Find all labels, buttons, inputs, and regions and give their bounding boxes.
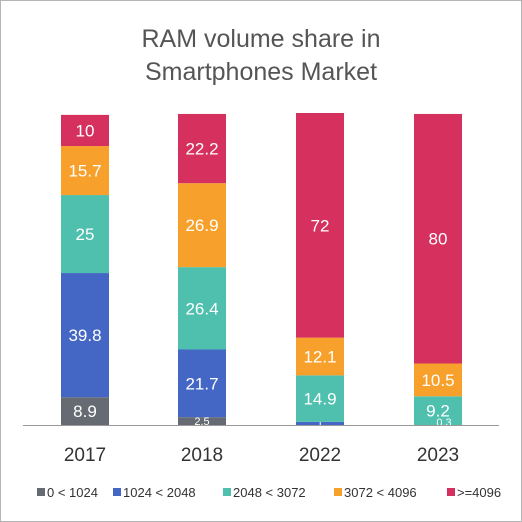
x-tick-label: 2022 bbox=[299, 445, 341, 466]
bar-segment bbox=[61, 146, 109, 196]
data-label: 10 bbox=[76, 121, 95, 140]
x-tick-label: 2017 bbox=[64, 445, 106, 466]
bar-segment bbox=[178, 267, 226, 350]
data-label: 26.4 bbox=[185, 299, 218, 318]
data-label: 21.7 bbox=[185, 374, 218, 393]
data-label: 22.2 bbox=[185, 140, 218, 159]
bar-segment bbox=[414, 363, 462, 397]
bar-segment bbox=[296, 337, 344, 376]
data-label: 15.7 bbox=[68, 162, 101, 181]
bar-segment bbox=[296, 421, 344, 425]
bar-segment bbox=[414, 396, 462, 425]
bar-segment bbox=[61, 397, 109, 425]
bars-group: 8.9 39.8 25 15.7 10 2.5 21.7 26.4 26.9 22.2 1 14.9 1… bbox=[61, 113, 462, 430]
chart-title-line-2: Smartphones Market bbox=[144, 58, 378, 86]
legend-label: 0 < 1024 bbox=[47, 485, 98, 500]
bar-segment bbox=[61, 195, 109, 274]
legend-label: 2048 < 3072 bbox=[233, 485, 306, 500]
x-tick-labels: 2017 2018 2022 2023 bbox=[64, 445, 459, 466]
data-label: 9.2 bbox=[426, 402, 450, 421]
data-label: 26.9 bbox=[185, 216, 218, 235]
legend-swatch bbox=[447, 488, 455, 496]
data-label: 8.9 bbox=[73, 402, 97, 421]
legend-swatch bbox=[334, 488, 342, 496]
legend-swatch bbox=[37, 488, 45, 496]
bar-segment bbox=[61, 114, 109, 147]
chart-title-line-1: RAM volume share in bbox=[141, 25, 381, 53]
data-label: 12.1 bbox=[303, 348, 336, 367]
bar-segment bbox=[178, 349, 226, 418]
bar-segment bbox=[178, 183, 226, 268]
data-label: 14.9 bbox=[303, 390, 336, 409]
bar-segment bbox=[296, 113, 344, 338]
data-label: 25 bbox=[76, 225, 95, 244]
chart-title: RAM volume share in Smartphones Market bbox=[1, 23, 521, 89]
bar-segment bbox=[296, 375, 344, 422]
bar-segment bbox=[61, 273, 109, 398]
data-label: 39.8 bbox=[68, 326, 101, 345]
data-label: 1 bbox=[317, 418, 323, 430]
data-label: 0.3 bbox=[436, 417, 451, 429]
data-label: 72 bbox=[311, 216, 330, 235]
bar-segment bbox=[414, 113, 462, 364]
legend-swatch bbox=[113, 488, 121, 496]
legend: 0 < 1024 1024 < 2048 2048 < 3072 3072 < 409… bbox=[37, 485, 501, 500]
data-label: 10.5 bbox=[421, 371, 454, 390]
x-tick-label: 2023 bbox=[417, 445, 459, 466]
data-label: 2.5 bbox=[194, 416, 209, 428]
legend-label: >=4096 bbox=[457, 485, 501, 500]
legend-swatch bbox=[223, 488, 231, 496]
legend-label: 1024 < 2048 bbox=[123, 485, 196, 500]
legend-label: 3072 < 4096 bbox=[344, 485, 417, 500]
bar-segment bbox=[178, 113, 226, 184]
data-label: 80 bbox=[429, 230, 448, 249]
bar-segment bbox=[178, 417, 226, 425]
x-tick-label: 2018 bbox=[181, 445, 223, 466]
